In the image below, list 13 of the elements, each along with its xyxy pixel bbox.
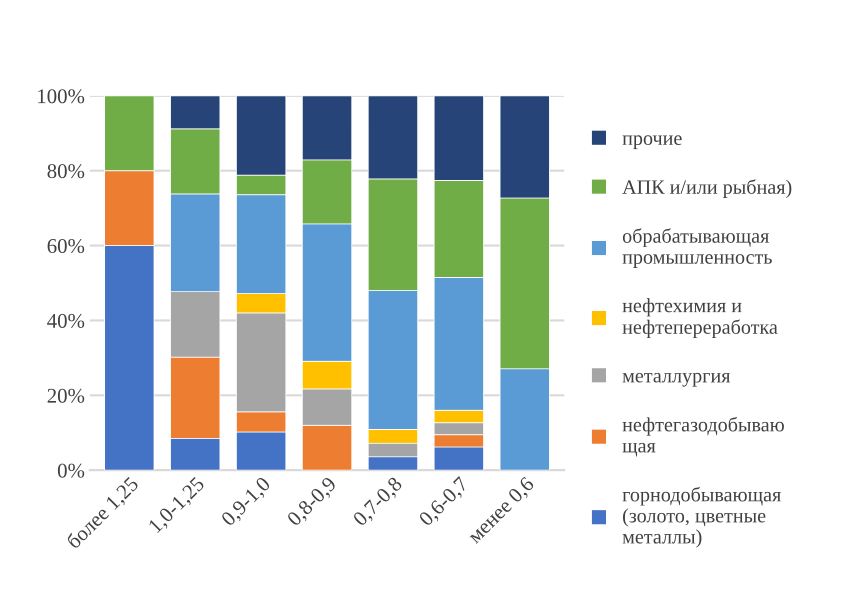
legend-label: АПК и/или рыбная) [622,179,792,198]
y-tick-label: 20% [48,388,84,403]
legend-label: горнодобывающая (золото, цветные металлы) [622,486,781,548]
y-tick-label: 40% [47,314,84,328]
legend-label: нефтегазодобываю щая [622,416,784,457]
y-tick-label: 80% [48,164,84,178]
legend-label: прочие [622,135,682,150]
legend-label: металлургия [622,372,730,387]
y-tick-label: 60% [48,238,84,254]
legend-label: обрабатывающая промышленность [622,228,772,268]
y-tick-label: 0% [58,464,84,478]
y-tick-label: 100% [38,89,84,104]
legend-label: нефтехимия и нефтепереработка [622,298,778,338]
